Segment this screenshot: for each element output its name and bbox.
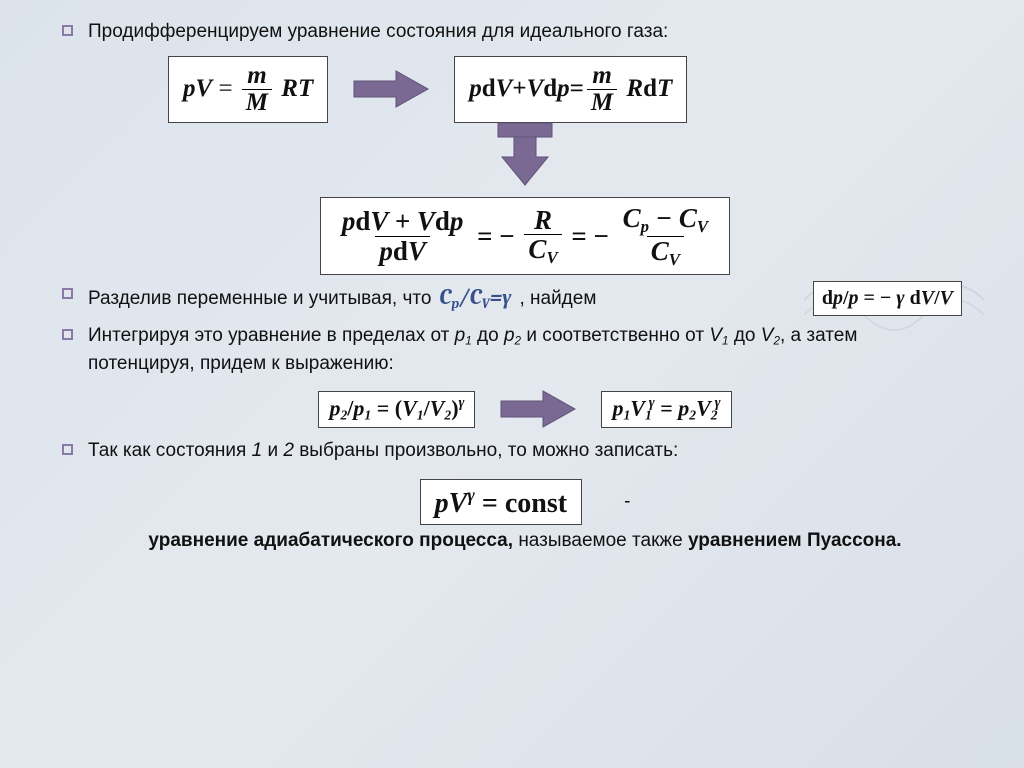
arrow-down-wrap <box>88 121 962 187</box>
arrow-right-icon <box>352 67 430 111</box>
poisson-caption: уравнение адиабатического процесса, назы… <box>88 527 962 555</box>
caption-pre: уравнение адиабатического процесса, <box>148 530 513 551</box>
eq-pv-mmrt: pV = mM RT <box>168 56 328 124</box>
eq-row-1: pV = mM RT pdV + Vdp = mM RdT <box>88 56 962 124</box>
eq-diff: pdV + Vdp = mM RdT <box>454 56 687 124</box>
bullet-3: Интегрируя это уравнение в пределах от p… <box>62 322 962 431</box>
bullet-1-text: Продифференцируем уравнение состояния дл… <box>88 21 668 42</box>
eq-poisson: pVγ = const <box>420 479 582 525</box>
eq-row-ratio: p2/p1 = (V1/V2)γ p1V1γ = p2V2γ <box>88 387 962 431</box>
arrow-down-icon <box>496 121 554 187</box>
eq-pvgamma-eq: p1V1γ = p2V2γ <box>601 391 731 428</box>
caption-dash: - <box>624 488 630 516</box>
slide: Продифференцируем уравнение состояния дл… <box>0 0 1024 768</box>
eq-dpp: dp/p = − γ dV/V <box>813 281 962 316</box>
bullet-2-post: , найдем <box>519 285 596 313</box>
caption-mid: называемое также <box>518 530 688 551</box>
caption-bold: уравнением Пуассона. <box>688 530 902 551</box>
bullet-2-pre: Разделив переменные и учитывая, что <box>88 285 431 313</box>
arrow-right-icon <box>499 387 577 431</box>
eq-big-fraction: pdV + Vdp pdV = − R CV = − Cp − CV CV <box>320 197 730 275</box>
bullet-1: Продифференцируем уравнение состояния дл… <box>62 18 962 275</box>
eq-row-poisson: pVγ = const - <box>88 479 962 525</box>
bullet-4: Так как состояния 1 и 2 выбраны произвол… <box>62 437 962 554</box>
bullet-4-text: Так как состояния 1 и 2 выбраны произвол… <box>88 440 678 461</box>
gamma-ratio: Cp/CV=γ <box>439 282 511 315</box>
eq-row-big: pdV + Vdp pdV = − R CV = − Cp − CV CV <box>88 197 962 275</box>
eq-ratio: p2/p1 = (V1/V2)γ <box>318 391 475 428</box>
bullet-list: Продифференцируем уравнение состояния дл… <box>62 18 962 555</box>
bullet-2: Разделив переменные и учитывая, что Cp/C… <box>62 281 962 316</box>
bullet-3-text: Интегрируя это уравнение в пределах от p… <box>88 325 857 374</box>
